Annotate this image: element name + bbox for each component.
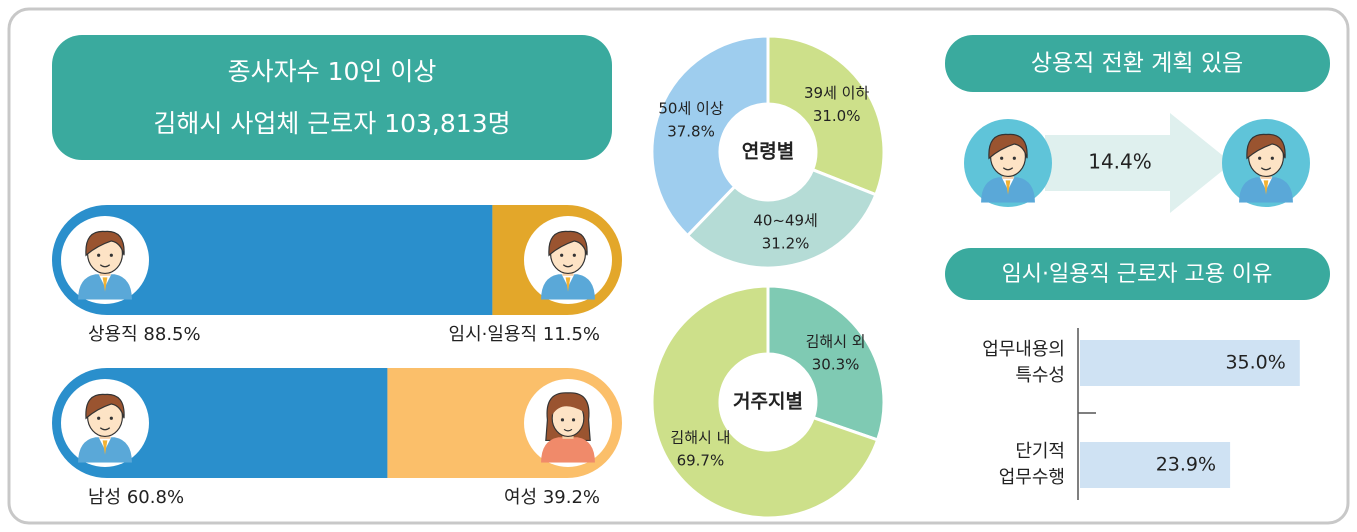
donut-slice — [685, 167, 878, 270]
value-label: 88.5% — [143, 324, 200, 345]
legend-label: 상용직 88.5% — [88, 324, 201, 345]
chart-title: 상용직 전환 계획 있음 — [1031, 51, 1243, 77]
value-label: 35.0% — [1225, 352, 1285, 374]
title-pill — [945, 248, 1330, 300]
slice-label: 39세 이하 — [804, 84, 869, 102]
value-label: 60.8% — [127, 487, 184, 508]
slice-value: 31.0% — [813, 107, 861, 125]
donut-slice — [766, 284, 886, 442]
series-name: 임시·일용직 — [449, 324, 538, 345]
donut-center: 연령별 — [742, 141, 794, 163]
slice-label: 50세 이상 — [658, 99, 723, 117]
legend-label: 여성 39.2% — [504, 487, 600, 508]
avatar — [540, 392, 596, 463]
slice-label: 김해시 내 — [670, 429, 730, 447]
slice-value: 69.7% — [677, 452, 725, 470]
slice-value: 37.8% — [667, 122, 715, 140]
value-label: 14.4% — [1088, 150, 1152, 174]
donut-slice — [650, 284, 880, 520]
legend-label: 남성 60.8% — [88, 487, 184, 508]
slice-value: 30.3% — [812, 355, 860, 373]
slice-value: 31.2% — [762, 235, 810, 253]
donut-slice — [650, 34, 770, 238]
title-pill — [945, 35, 1330, 92]
donut-slice — [766, 34, 886, 197]
value-label: 23.9% — [1156, 454, 1216, 476]
value-label: 39.2% — [543, 487, 600, 508]
header-line: 김해시 사업체 근로자 103,813명 — [153, 109, 510, 138]
series-name: 여성 — [504, 487, 537, 508]
series-name: 남성 — [88, 487, 121, 508]
header-line: 종사자수 10인 이상 — [228, 57, 437, 86]
legend-label: 임시·일용직 11.5% — [449, 324, 600, 345]
chart-title: 임시·일용직 근로자 고용 이유 — [1002, 262, 1273, 287]
slice-label: 40~49세 — [753, 212, 818, 230]
slice-label: 김해시 외 — [806, 332, 866, 350]
bar — [1080, 340, 1300, 386]
value-label: 11.5% — [543, 324, 600, 345]
series-name: 상용직 — [88, 324, 138, 345]
category-label: 업무내용의 특수성 — [982, 339, 1065, 386]
header-box — [52, 35, 612, 160]
donut-center: 거주지별 — [733, 391, 803, 413]
frame — [7, 7, 1350, 525]
category-label: 단기적 업무수행 — [999, 441, 1065, 488]
arrow — [1045, 113, 1232, 213]
bar — [1080, 442, 1231, 488]
